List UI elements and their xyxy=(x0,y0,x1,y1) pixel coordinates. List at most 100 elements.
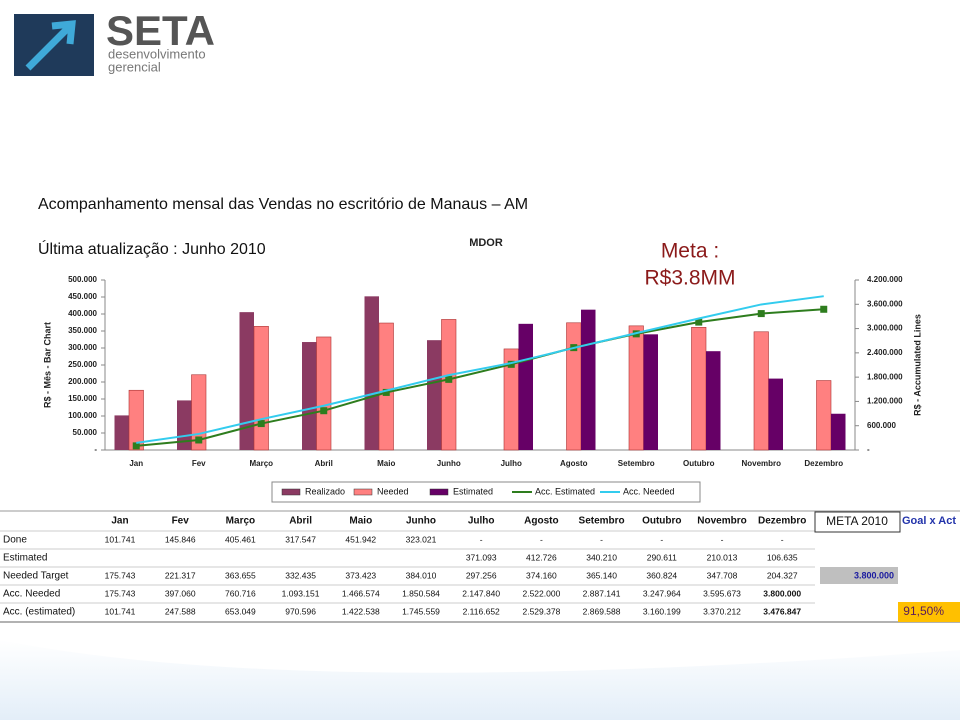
y2-tick-label: 1.200.000 xyxy=(867,397,903,406)
x-tick-label: Julho xyxy=(501,459,522,468)
bar xyxy=(643,334,658,450)
table-cell: 106.635 xyxy=(767,552,798,562)
y-tick-label: 450.000 xyxy=(68,292,97,301)
page-subtitle: Última atualização : Junho 2010 xyxy=(38,239,266,258)
bar xyxy=(378,322,394,451)
table-cell: 360.824 xyxy=(646,570,677,580)
table-cell: 1.850.584 xyxy=(402,588,440,598)
table-cell: 3.800.000 xyxy=(763,588,801,598)
bar xyxy=(191,374,207,451)
row-label: Acc. (estimated) xyxy=(3,607,75,618)
table-cell: 2.869.588 xyxy=(583,606,621,616)
y-tick-label: 100.000 xyxy=(68,411,97,420)
meta-cell-box xyxy=(820,567,898,584)
row-label: Done xyxy=(3,535,27,546)
table-cell: 760.716 xyxy=(225,588,256,598)
meta-header-box xyxy=(814,511,901,533)
annotation: R$3.8MM xyxy=(644,267,735,290)
table-cell: 970.596 xyxy=(285,606,316,616)
table-header: Abril xyxy=(289,516,312,527)
marker xyxy=(382,388,390,396)
table-cell: 412.726 xyxy=(526,552,557,562)
marker xyxy=(445,375,453,383)
logo: SETA desenvolvimento gerencial xyxy=(14,7,215,76)
table-header: Julho xyxy=(468,516,495,527)
bar xyxy=(302,342,317,450)
table-cell: 332.435 xyxy=(285,570,316,580)
y-tick-label: 250.000 xyxy=(68,360,97,369)
table-cell: - xyxy=(600,534,603,544)
x-tick-label: Abril xyxy=(315,459,333,468)
bar xyxy=(128,389,144,451)
goal-value: 91,50% xyxy=(903,604,944,618)
table-header: Agosto xyxy=(524,516,558,527)
row-label: Needed Target xyxy=(3,571,69,582)
x-tick-label: Jan xyxy=(129,459,143,468)
table-header: Junho xyxy=(406,516,436,527)
table-cell: 145.846 xyxy=(165,534,196,544)
table-cell: 3.247.964 xyxy=(643,588,681,598)
table-cell: 290.611 xyxy=(647,552,677,562)
y-tick-label: 300.000 xyxy=(68,343,97,352)
table-cell: - xyxy=(660,534,663,544)
legend-label: Needed xyxy=(377,486,409,496)
legend-swatch xyxy=(281,488,301,496)
bar xyxy=(768,378,783,450)
table-cell: 3.595.673 xyxy=(703,588,741,598)
table-cell: 374.160 xyxy=(526,570,557,580)
y-tick-label: 350.000 xyxy=(68,326,97,335)
table-cell: 204.327 xyxy=(767,570,798,580)
table-header: Maio xyxy=(349,516,372,527)
table-cell: - xyxy=(480,534,483,544)
y2-tick-label: 3.000.000 xyxy=(867,324,903,333)
table-header: Dezembro xyxy=(758,516,806,527)
bar xyxy=(441,319,457,451)
logo-line: gerencial xyxy=(108,59,161,74)
legend-label: Estimated xyxy=(453,486,493,496)
bar xyxy=(177,400,192,450)
y2-tick-label: - xyxy=(867,445,870,454)
decoration xyxy=(0,640,960,720)
meta-value: 3.800.000 xyxy=(854,570,894,580)
table-cell: 2.147.840 xyxy=(462,588,500,598)
legend-swatch xyxy=(429,488,449,496)
table-cell: 317.547 xyxy=(285,534,316,544)
table-header: Setembro xyxy=(579,516,625,527)
x-tick-label: Outubro xyxy=(683,459,715,468)
table-cell: - xyxy=(540,534,543,544)
logo-line: desenvolvimento xyxy=(108,46,206,61)
y-tick-label: - xyxy=(94,445,97,454)
table-header: Fev xyxy=(172,516,190,527)
table-cell: 653.049 xyxy=(225,606,256,616)
table-cell: 1.466.574 xyxy=(342,588,380,598)
bar xyxy=(364,296,379,450)
table-cell: 2.522.000 xyxy=(522,588,560,598)
table-cell: 247.588 xyxy=(165,606,196,616)
table-cell: - xyxy=(781,534,784,544)
table-cell: 397.060 xyxy=(165,588,196,598)
bar xyxy=(518,323,533,450)
annotation: Meta : xyxy=(661,240,719,263)
table-cell: 175.743 xyxy=(105,570,136,580)
table-cell: 340.210 xyxy=(586,552,617,562)
marker xyxy=(257,420,265,428)
table-cell: 101.741 xyxy=(105,534,136,544)
goal-cell-box xyxy=(898,602,960,622)
table-cell: - xyxy=(721,534,724,544)
table-header: Jan xyxy=(111,516,128,527)
y-tick-label: 150.000 xyxy=(68,394,97,403)
legend-label: Acc. Needed xyxy=(623,486,675,496)
bar xyxy=(816,380,832,451)
y-tick-label: 200.000 xyxy=(68,377,97,386)
table-cell: 3.370.212 xyxy=(703,606,741,616)
table-cell: 2.529.378 xyxy=(522,606,560,616)
table-cell: 175.743 xyxy=(105,588,136,598)
bar xyxy=(831,413,846,450)
bar xyxy=(253,326,269,451)
y2-tick-label: 4.200.000 xyxy=(867,275,903,284)
goal-header: Goal x Act xyxy=(902,515,956,527)
table-cell: 1.745.559 xyxy=(402,606,440,616)
table-cell: 210.013 xyxy=(707,552,738,562)
table-cell: 101.741 xyxy=(105,606,136,616)
